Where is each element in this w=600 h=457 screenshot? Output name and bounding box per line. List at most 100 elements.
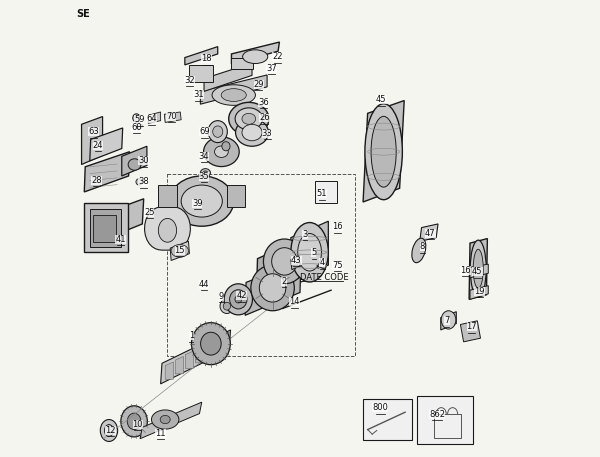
Text: 39: 39 <box>192 199 202 208</box>
Ellipse shape <box>222 142 230 151</box>
Ellipse shape <box>100 420 118 441</box>
Polygon shape <box>232 42 280 64</box>
Ellipse shape <box>229 102 269 135</box>
Ellipse shape <box>208 121 227 143</box>
Polygon shape <box>205 340 214 357</box>
Polygon shape <box>161 330 230 384</box>
Polygon shape <box>227 185 245 207</box>
Polygon shape <box>164 112 181 122</box>
Text: 862: 862 <box>429 409 445 419</box>
FancyBboxPatch shape <box>84 203 128 252</box>
Text: 41: 41 <box>115 234 125 244</box>
Text: 60: 60 <box>131 123 142 132</box>
Ellipse shape <box>412 238 426 263</box>
Ellipse shape <box>235 296 242 303</box>
Text: 29: 29 <box>254 80 264 89</box>
Ellipse shape <box>200 169 211 177</box>
Ellipse shape <box>127 413 141 430</box>
Polygon shape <box>140 402 202 439</box>
Ellipse shape <box>200 332 221 355</box>
Ellipse shape <box>291 223 328 282</box>
Ellipse shape <box>242 50 268 64</box>
Ellipse shape <box>128 159 141 170</box>
Text: 26: 26 <box>259 113 269 122</box>
Polygon shape <box>196 345 203 363</box>
Text: 11: 11 <box>155 429 166 438</box>
Ellipse shape <box>371 116 396 187</box>
Polygon shape <box>175 356 184 374</box>
Polygon shape <box>165 362 173 379</box>
Ellipse shape <box>151 410 179 429</box>
Ellipse shape <box>212 85 256 105</box>
Polygon shape <box>185 47 218 65</box>
Text: 31: 31 <box>193 90 204 99</box>
Ellipse shape <box>191 323 230 365</box>
Text: 15: 15 <box>175 246 185 255</box>
Polygon shape <box>291 221 328 281</box>
Text: 24: 24 <box>93 141 103 150</box>
Ellipse shape <box>251 265 294 311</box>
Ellipse shape <box>221 89 247 101</box>
Text: 38: 38 <box>138 177 149 186</box>
Text: 45: 45 <box>472 267 482 276</box>
Text: 36: 36 <box>258 98 269 107</box>
Polygon shape <box>215 335 224 352</box>
Text: 63: 63 <box>88 127 99 136</box>
Text: 3: 3 <box>302 230 308 239</box>
Ellipse shape <box>223 303 230 310</box>
Ellipse shape <box>170 176 234 226</box>
Polygon shape <box>86 199 144 247</box>
Polygon shape <box>460 321 481 342</box>
Text: 34: 34 <box>199 152 209 161</box>
Ellipse shape <box>213 126 223 138</box>
Ellipse shape <box>235 108 263 130</box>
Ellipse shape <box>259 274 286 302</box>
Ellipse shape <box>203 137 239 167</box>
FancyBboxPatch shape <box>314 181 337 203</box>
Ellipse shape <box>365 104 403 200</box>
Text: 16: 16 <box>332 222 343 231</box>
Polygon shape <box>470 264 488 278</box>
Text: 37: 37 <box>266 64 277 73</box>
Text: 4: 4 <box>319 258 325 267</box>
Text: 64: 64 <box>146 114 157 123</box>
Text: 9: 9 <box>219 292 224 301</box>
Ellipse shape <box>272 248 297 275</box>
FancyBboxPatch shape <box>418 396 473 444</box>
Ellipse shape <box>263 239 305 284</box>
Text: 70: 70 <box>166 112 176 121</box>
Ellipse shape <box>136 123 142 129</box>
Polygon shape <box>145 207 190 250</box>
Ellipse shape <box>473 250 483 288</box>
Polygon shape <box>257 234 313 290</box>
Text: 17: 17 <box>467 322 477 331</box>
Text: 800: 800 <box>373 403 388 412</box>
Polygon shape <box>204 63 252 91</box>
Polygon shape <box>185 351 194 368</box>
Text: 32: 32 <box>184 76 195 85</box>
Ellipse shape <box>470 240 486 298</box>
Text: 45: 45 <box>376 95 386 104</box>
Ellipse shape <box>158 218 176 242</box>
Polygon shape <box>148 112 161 123</box>
Ellipse shape <box>160 415 170 424</box>
Text: SE: SE <box>76 9 90 19</box>
Text: 16: 16 <box>460 266 471 275</box>
Ellipse shape <box>242 113 256 124</box>
Polygon shape <box>363 101 404 202</box>
Ellipse shape <box>215 146 228 157</box>
Ellipse shape <box>104 425 113 436</box>
Ellipse shape <box>230 290 247 309</box>
Text: DATE CODE: DATE CODE <box>300 273 349 282</box>
Text: 47: 47 <box>425 229 436 238</box>
Text: 1: 1 <box>188 331 194 340</box>
Polygon shape <box>90 128 122 161</box>
Ellipse shape <box>133 114 140 122</box>
Ellipse shape <box>121 406 148 437</box>
Ellipse shape <box>220 299 234 314</box>
Text: 5: 5 <box>311 248 316 257</box>
Ellipse shape <box>298 234 322 271</box>
FancyBboxPatch shape <box>94 215 116 242</box>
Text: 22: 22 <box>272 52 283 61</box>
Polygon shape <box>158 185 176 207</box>
